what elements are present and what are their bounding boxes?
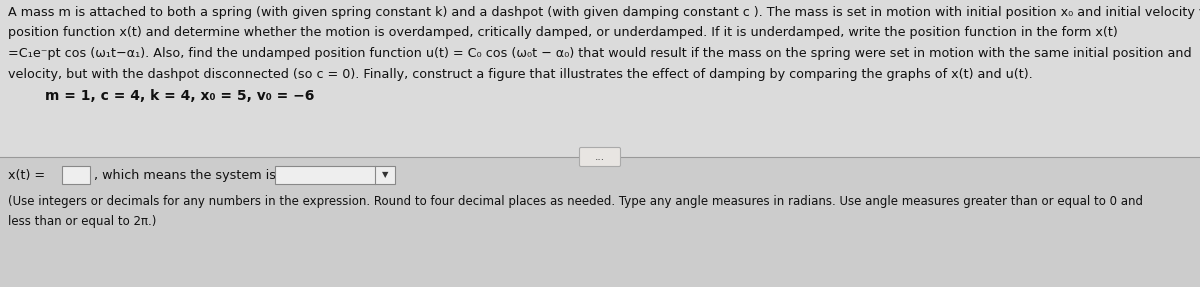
Text: , which means the system is: , which means the system is	[94, 169, 276, 182]
Bar	[62, 166, 90, 184]
Text: x(t) =: x(t) =	[8, 169, 49, 182]
Text: ▼: ▼	[382, 170, 389, 179]
Text: =C₁e⁻pt cos (ω₁t−α₁). Also, find the undamped position function u(t) = C₀ cos (ω: =C₁e⁻pt cos (ω₁t−α₁). Also, find the und…	[8, 47, 1192, 60]
Text: m = 1, c = 4, k = 4, x₀ = 5, v₀ = −6: m = 1, c = 4, k = 4, x₀ = 5, v₀ = −6	[46, 89, 314, 103]
Bar	[0, 157, 1200, 287]
Bar	[0, 0, 1200, 157]
Text: position function x(t) and determine whether the motion is overdamped, criticall: position function x(t) and determine whe…	[8, 26, 1117, 39]
Text: less than or equal to 2π.): less than or equal to 2π.)	[8, 215, 156, 228]
Text: (Use integers or decimals for any numbers in the expression. Round to four decim: (Use integers or decimals for any number…	[8, 195, 1142, 208]
Bar	[275, 166, 395, 184]
FancyBboxPatch shape	[580, 148, 620, 166]
Text: velocity, but with the dashpot disconnected (so c = 0). Finally, construct a fig: velocity, but with the dashpot disconnec…	[8, 68, 1033, 81]
Text: ...: ...	[595, 152, 605, 162]
Text: A mass m is attached to both a spring (with given spring constant k) and a dashp: A mass m is attached to both a spring (w…	[8, 6, 1200, 19]
